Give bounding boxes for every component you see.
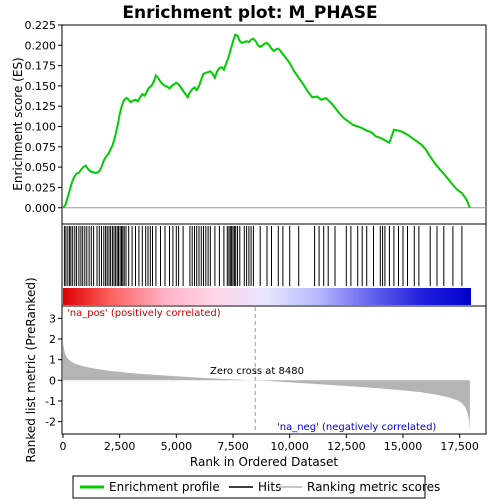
top-y-tick-label: 0.000	[25, 202, 57, 215]
bottom-y-tick-label: 2	[49, 333, 56, 346]
zero-cross-label: Zero cross at 8480	[210, 366, 304, 377]
top-panel-frame	[61, 24, 487, 225]
top-y-ticks: 0.000 0.025 0.050 0.075 0.100 0.125 0.150 0.175…	[25, 19, 62, 215]
x-tick-label: 15,000	[384, 440, 423, 453]
top-y-tick-label: 0.025	[25, 181, 57, 194]
top-y-axis-label: Enrichment score (ES)	[11, 57, 25, 190]
x-tick-label: 5,000	[161, 440, 193, 453]
x-tick-label: 12,500	[327, 440, 366, 453]
x-tick-label: 0	[60, 440, 67, 453]
rank-colorbar	[63, 288, 471, 305]
bottom-y-tick-label: -1	[45, 395, 56, 408]
bottom-y-axis-label: Ranked list metric (PreRanked)	[24, 277, 38, 462]
bottom-y-tick-label: -2	[45, 416, 56, 429]
bottom-y-tick-label: 1	[49, 354, 56, 367]
x-axis-label: Rank in Ordered Dataset	[190, 455, 338, 469]
top-y-tick-label: 0.225	[25, 19, 57, 32]
legend: Enrichment profile Hits Ranking metric s…	[72, 475, 440, 499]
x-tick-label: 10,000	[270, 440, 309, 453]
hit-marks	[63, 226, 463, 286]
bottom-panel-frame	[61, 305, 487, 435]
negative-correlation-label: 'na_neg' (negatively correlated)	[277, 422, 436, 433]
top-y-tick-label: 0.175	[25, 60, 57, 73]
ranking-metric-area	[63, 342, 470, 431]
enrichment-score-panel: 0.000 0.025 0.050 0.075 0.100 0.125 0.150 0.175…	[11, 19, 487, 225]
x-tick-label: 2,500	[104, 440, 136, 453]
hits-panel	[61, 223, 487, 307]
top-y-tick-label: 0.075	[25, 141, 57, 154]
positive-correlation-label: 'na_pos' (positively correlated)	[67, 308, 221, 319]
bottom-y-ticks: 3 2 1 0 -1 -2	[45, 312, 62, 429]
ranked-metric-panel: 3 2 1 0 -1 -2 0 2,500 5,000 7,500 10,000 12,500 15,…	[24, 277, 487, 469]
bottom-y-tick-label: 0	[49, 374, 56, 387]
enrichment-profile-line	[62, 33, 471, 209]
legend-label-enrichment-profile: Enrichment profile	[109, 480, 220, 494]
x-tick-label: 17,500	[440, 440, 479, 453]
bottom-y-tick-label: 3	[49, 312, 56, 325]
chart-title: Enrichment plot: M_PHASE	[122, 3, 377, 23]
top-y-tick-label: 0.125	[25, 100, 57, 113]
legend-label-ranking-metric: Ranking metric scores	[307, 480, 440, 494]
top-y-tick-label: 0.050	[25, 161, 57, 174]
bottom-x-ticks: 0 2,500 5,000 7,500 10,000 12,500 15,000 17,500	[60, 434, 479, 453]
x-tick-label: 7,500	[217, 440, 249, 453]
top-y-tick-label: 0.150	[25, 80, 57, 93]
top-y-tick-label: 0.100	[25, 121, 57, 134]
legend-label-hits: Hits	[258, 480, 281, 494]
top-y-tick-label: 0.200	[25, 39, 57, 52]
